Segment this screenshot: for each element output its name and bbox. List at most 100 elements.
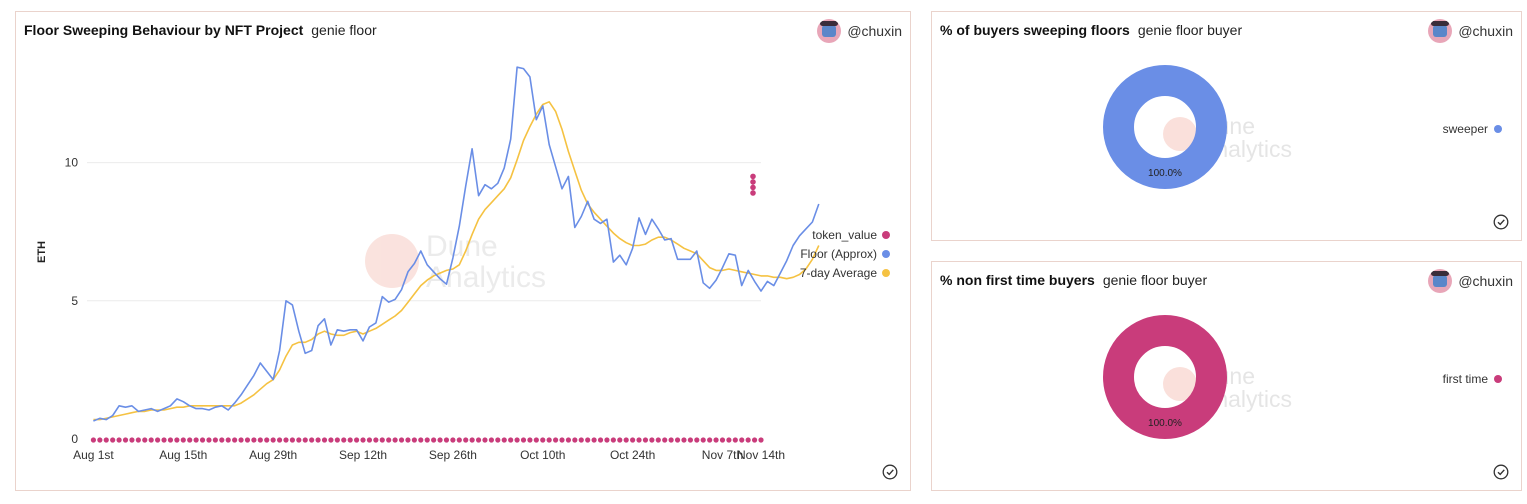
token-value-point	[289, 437, 296, 443]
non-first-time-buyers-card: % non first time buyers genie floor buyer…	[931, 261, 1522, 491]
token-value-point	[750, 173, 756, 180]
token-value-point	[90, 437, 97, 443]
token-value-point	[418, 437, 424, 443]
token-value-point	[174, 437, 180, 443]
x-tick-label: Aug 1st	[73, 448, 114, 462]
token-value-point	[540, 437, 546, 443]
token-value-point	[103, 437, 109, 443]
token-value-point	[225, 437, 231, 443]
token-value-point	[750, 184, 756, 191]
pie-slice	[1103, 65, 1227, 189]
token-value-point	[129, 437, 135, 443]
author-name: @chuxin	[1458, 23, 1513, 39]
avatar-icon	[1428, 19, 1453, 43]
x-tick-label: Oct 24th	[610, 448, 655, 462]
token-value-point	[443, 437, 450, 443]
token-value-point	[328, 437, 334, 443]
token-value-point	[700, 437, 706, 443]
token-value-point	[604, 437, 610, 443]
dune-watermark: Dune Analytics	[365, 230, 546, 294]
watermark-analytics: Analytics	[426, 261, 546, 294]
token-value-point	[155, 437, 161, 443]
token-value-point	[750, 190, 756, 196]
token-value-point	[347, 437, 353, 443]
token-value-point	[386, 437, 392, 443]
legend-swatch	[882, 231, 890, 239]
legend-swatch	[1494, 125, 1502, 133]
pie-slice	[1103, 315, 1227, 439]
token-value-point	[488, 437, 494, 443]
token-value-point	[122, 437, 129, 443]
token-value-point	[520, 437, 527, 443]
token-value-point	[681, 437, 687, 443]
author-link[interactable]: @chuxin	[817, 19, 902, 43]
token-value-point	[302, 437, 308, 443]
token-value-point	[514, 437, 520, 443]
floor-approx-line	[93, 66, 820, 422]
token-value-point	[475, 437, 482, 443]
x-tick-label: Sep 12th	[339, 448, 387, 462]
token-value-point	[97, 437, 103, 443]
card-title: Floor Sweeping Behaviour by NFT Project g…	[24, 22, 377, 38]
check-circle-icon[interactable]	[882, 464, 898, 480]
check-circle-icon[interactable]	[1493, 214, 1509, 230]
token-value-point	[264, 437, 270, 443]
token-value-point	[456, 437, 462, 443]
token-value-point	[148, 437, 154, 443]
buyers-sweeping-card: % of buyers sweeping floors genie floor b…	[931, 11, 1522, 241]
token-value-point	[751, 437, 758, 443]
x-tick-label: Aug 15th	[159, 448, 207, 462]
token-value-point	[187, 437, 193, 443]
token-value-point	[719, 437, 726, 443]
token-value-point	[283, 437, 289, 443]
x-tick-label: Sep 26th	[429, 448, 477, 462]
token-value-point	[193, 437, 199, 443]
token-value-point	[495, 437, 501, 443]
token-value-point	[559, 437, 565, 443]
token-value-point	[354, 437, 360, 443]
token-value-point	[745, 437, 751, 443]
chart-subtitle: genie floor	[311, 22, 377, 38]
token-value-point	[726, 437, 732, 443]
token-value-point	[610, 437, 616, 443]
token-value-point	[642, 437, 649, 443]
token-value-point	[212, 437, 218, 443]
token-value-point	[482, 437, 488, 443]
card-title: % non first time buyers genie floor buyer	[940, 272, 1207, 288]
token-value-point	[617, 437, 623, 443]
author-link[interactable]: @chuxin	[1428, 269, 1513, 293]
chart-title: % of buyers sweeping floors	[940, 22, 1130, 38]
token-value-point	[321, 437, 328, 443]
token-value-point	[296, 437, 302, 443]
x-tick-label: Oct 10th	[520, 448, 565, 462]
token-value-point	[636, 437, 642, 443]
token-value-point	[161, 437, 167, 443]
y-axis-label: ETH	[36, 241, 48, 263]
y-tick-label: 5	[71, 294, 78, 308]
check-circle-icon[interactable]	[1493, 464, 1509, 480]
token-value-point	[739, 437, 745, 443]
legend-label: 7-day Average	[800, 266, 877, 280]
token-value-point	[565, 437, 572, 443]
x-tick-label: Nov 7th	[702, 448, 743, 462]
token-value-point	[450, 437, 456, 443]
legend-label: sweeper	[1443, 122, 1488, 136]
token-value-point	[591, 437, 597, 443]
token-value-point	[674, 437, 681, 443]
token-value-point	[270, 437, 276, 443]
avatar-icon	[817, 19, 842, 43]
legend-swatch	[882, 250, 890, 258]
token-value-point	[750, 179, 756, 185]
legend-label: Floor (Approx)	[800, 247, 877, 261]
x-tick-label: Nov 14th	[737, 448, 785, 462]
token-value-point	[251, 437, 257, 443]
token-value-point	[662, 437, 668, 443]
token-value-point	[199, 437, 206, 443]
token-value-point	[244, 437, 251, 443]
token-value-point	[142, 437, 148, 443]
author-link[interactable]: @chuxin	[1428, 19, 1513, 43]
line-chart: Dune Analytics 0 5 10 Aug 1st Aug 15th Aug 2…	[36, 66, 890, 462]
token-value-point	[360, 437, 366, 443]
